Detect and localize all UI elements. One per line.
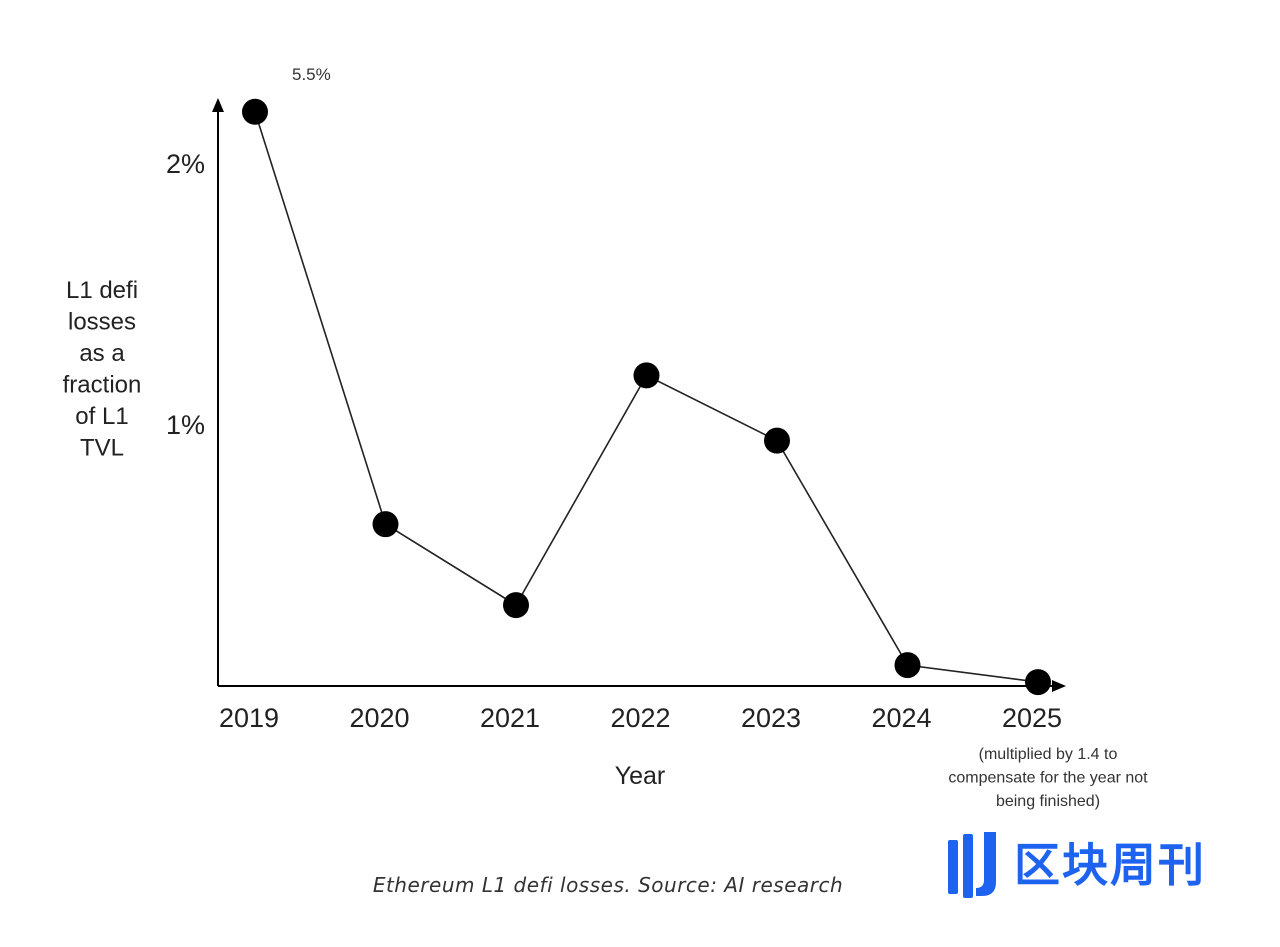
watermark-text: 区块周刊 bbox=[1014, 838, 1206, 892]
data-point-2025 bbox=[1025, 669, 1051, 696]
x-tick-label: 2025 bbox=[1002, 703, 1062, 733]
data-points bbox=[242, 98, 1051, 696]
y-axis-title-line: losses bbox=[68, 309, 136, 336]
x-tick-label: 2019 bbox=[219, 703, 279, 733]
y-axis-title-line: fraction bbox=[63, 372, 142, 399]
x-axis-arrow bbox=[1052, 680, 1066, 692]
data-point-2019 bbox=[242, 98, 268, 125]
y-axis-title-line: L1 defi bbox=[66, 277, 138, 304]
series-line bbox=[254, 111, 1039, 683]
logo-icon bbox=[948, 832, 996, 898]
data-point-2020 bbox=[372, 511, 399, 538]
note-2025-line: (multiplied by 1.4 to bbox=[979, 746, 1118, 763]
y-axis-title-line: of L1 bbox=[75, 403, 128, 430]
figure-caption: Ethereum L1 defi losses. Source: AI rese… bbox=[372, 873, 844, 897]
watermark-logo: 区块周刊 bbox=[946, 830, 1206, 900]
x-tick-label: 2021 bbox=[480, 703, 540, 733]
axes bbox=[212, 98, 1066, 692]
x-tick-label: 2024 bbox=[871, 703, 931, 733]
chart-labels: 2019 2020 2021 2022 2023 2024 2025 1% 2% Year L1 d… bbox=[63, 65, 1149, 810]
x-axis-title: Year bbox=[615, 762, 666, 790]
y-tick-label: 1% bbox=[166, 410, 205, 440]
y-tick-label: 2% bbox=[166, 149, 205, 179]
y-axis-title-line: TVL bbox=[80, 435, 124, 462]
note-2025-line: compensate for the year not bbox=[948, 770, 1148, 787]
y-axis-arrow bbox=[212, 98, 224, 112]
note-2025-line: being finished) bbox=[996, 793, 1100, 810]
data-point-2024 bbox=[894, 652, 921, 679]
x-tick-label: 2022 bbox=[610, 703, 670, 733]
x-tick-label: 2023 bbox=[741, 703, 801, 733]
x-tick-label: 2020 bbox=[349, 703, 409, 733]
data-point-2021 bbox=[503, 592, 529, 619]
data-point-2022 bbox=[633, 362, 660, 389]
series-line-group bbox=[254, 111, 1039, 683]
data-point-2023 bbox=[764, 427, 790, 454]
y-axis-title-line: as a bbox=[79, 340, 125, 367]
top-point-annotation: 5.5% bbox=[292, 65, 331, 84]
